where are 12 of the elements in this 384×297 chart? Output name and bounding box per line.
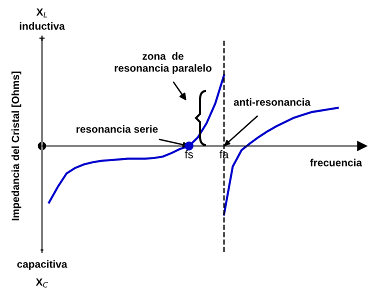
x-tick-label: fs bbox=[184, 150, 193, 158]
annotation: resonancia serie bbox=[76, 125, 158, 133]
annotation: anti-resonancia bbox=[234, 98, 311, 106]
text: - bbox=[40, 249, 44, 251]
text: + bbox=[39, 36, 45, 41]
x-axis-title: frecuencia bbox=[310, 158, 362, 166]
text: zona de resonancia paralelo bbox=[114, 52, 212, 74]
text: inductiva bbox=[20, 22, 65, 30]
text: X$_{C}$ bbox=[36, 278, 48, 288]
text: capacitiva bbox=[17, 260, 68, 270]
text: X$_{L}$ bbox=[36, 8, 47, 18]
y-axis-title: Impedancia del Cristal [Ohms] bbox=[11, 72, 22, 220]
